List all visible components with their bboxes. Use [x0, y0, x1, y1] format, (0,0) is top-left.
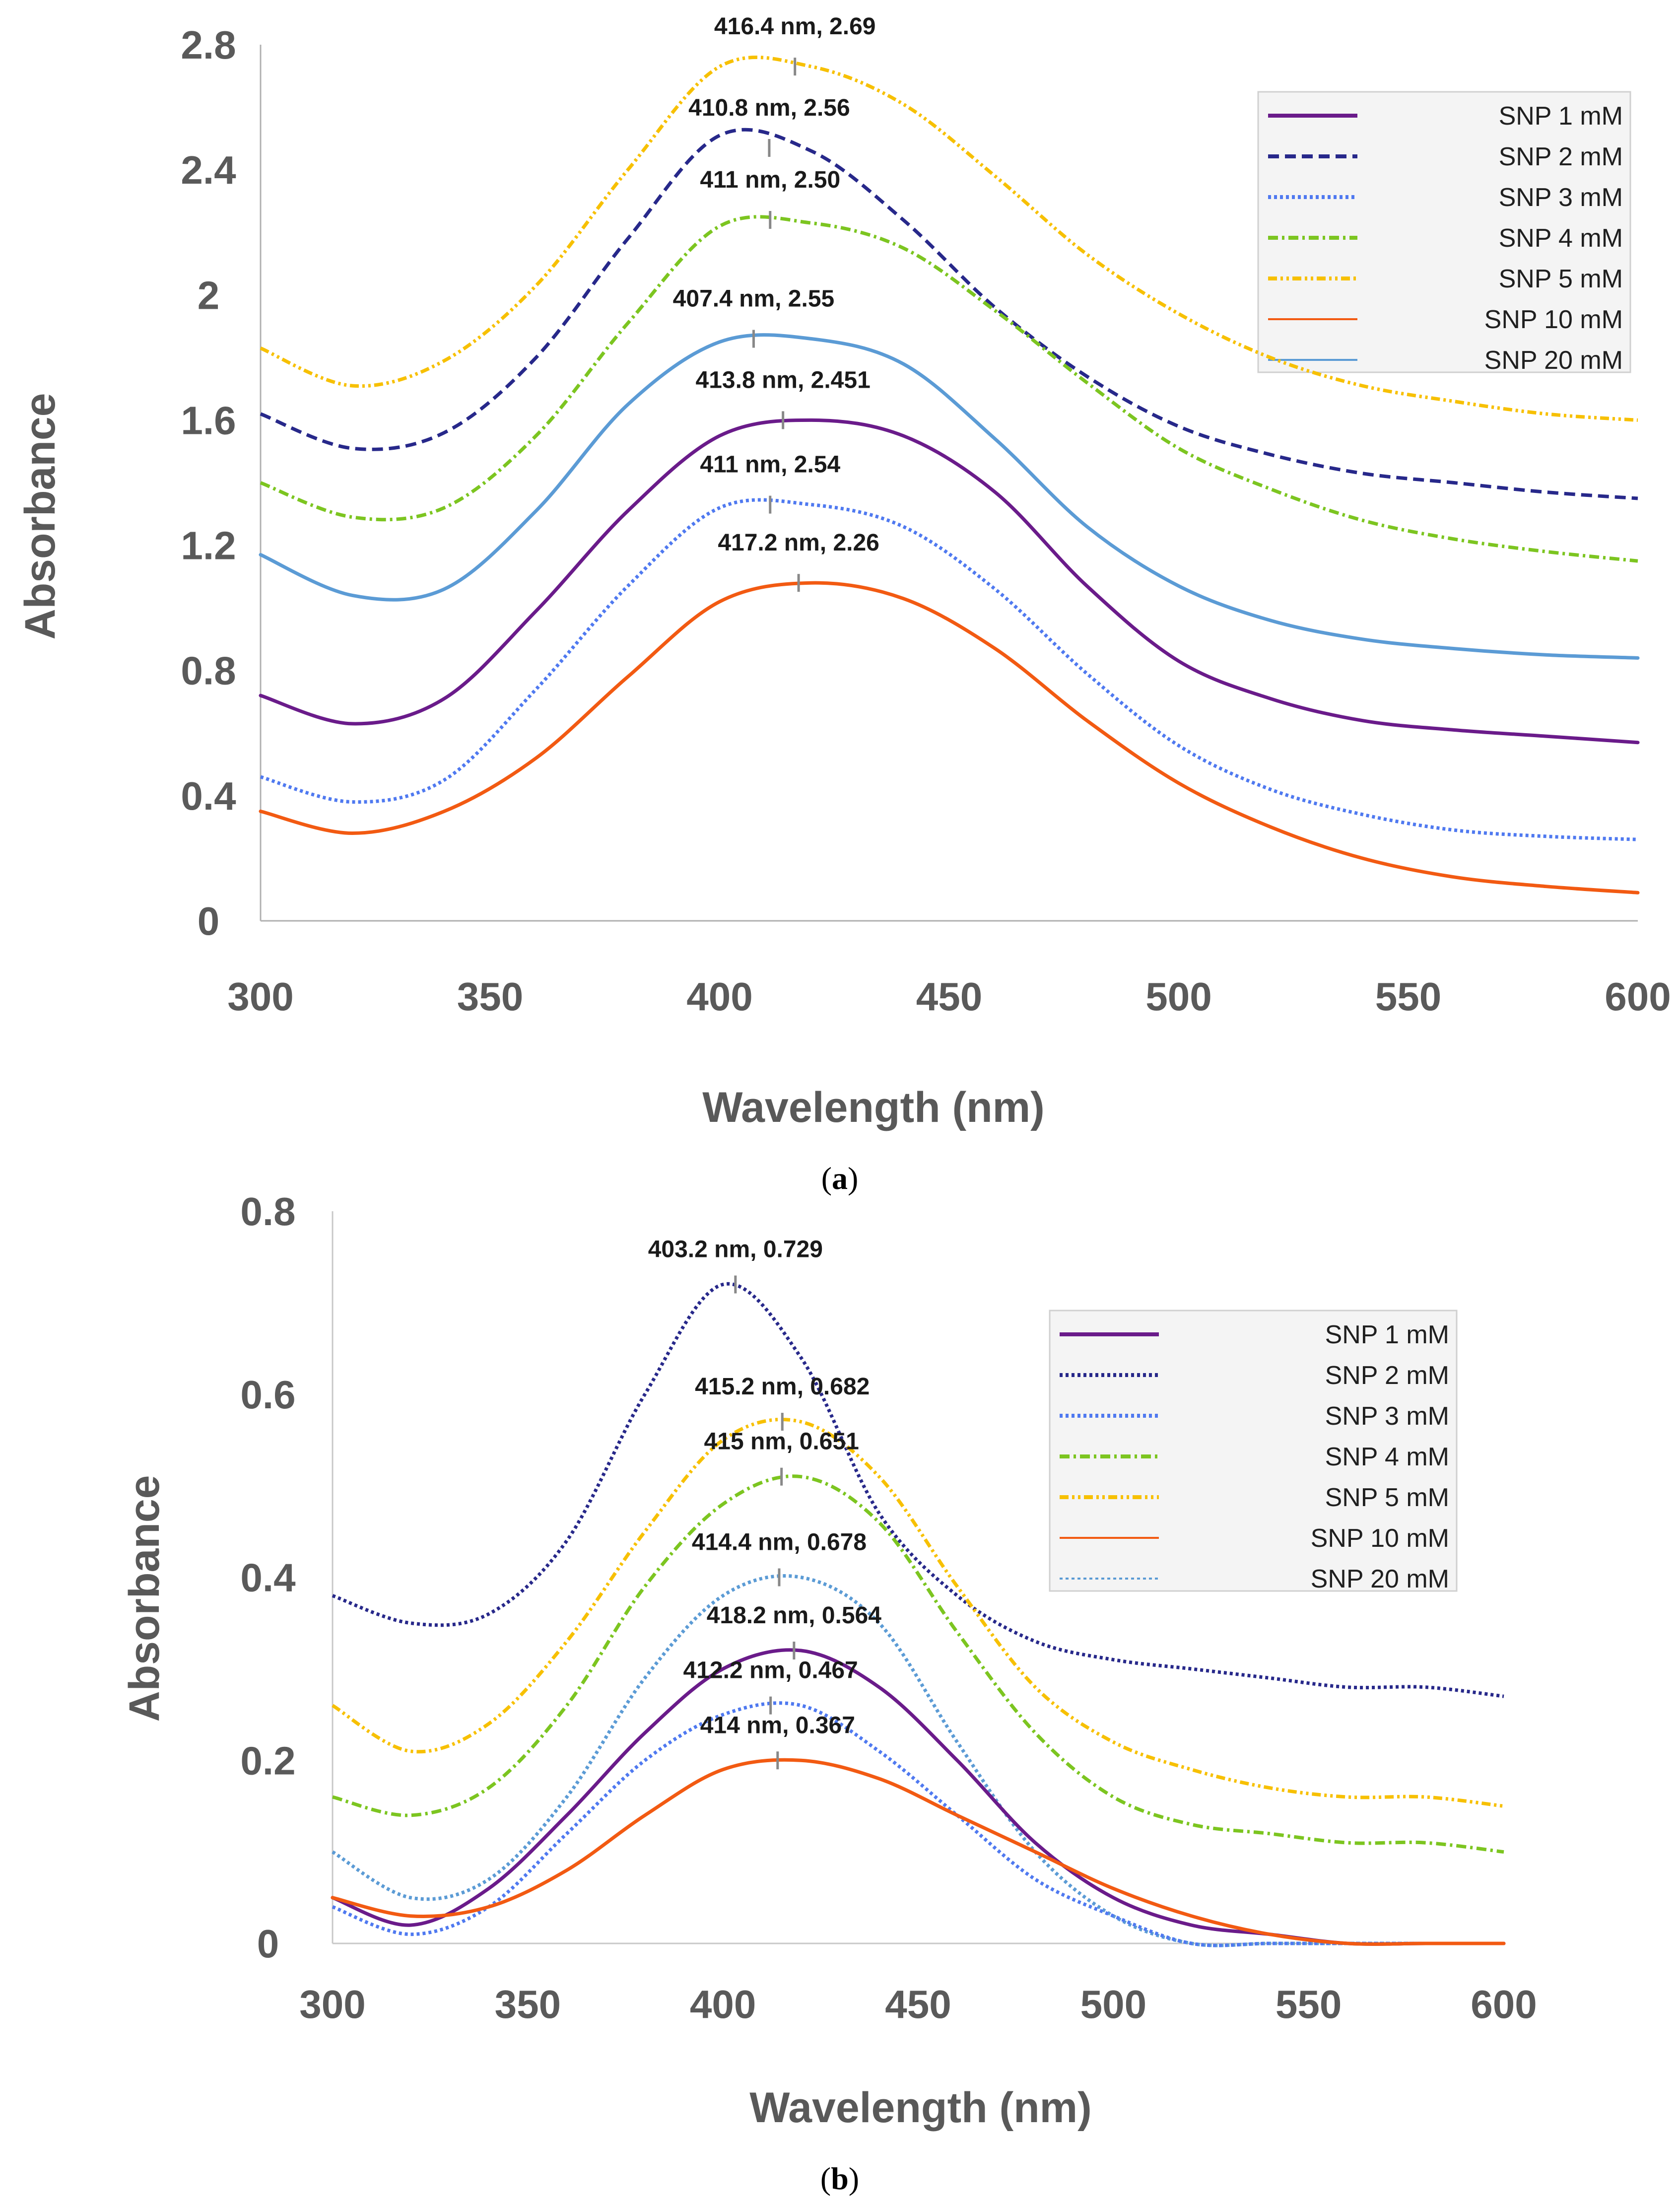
series-line-snp-5-mm — [260, 56, 1638, 422]
x-tick-label: 600 — [1605, 974, 1671, 1019]
y-tick-label: 1.6 — [181, 398, 236, 442]
chart-a-y-axis-title: Absorbance — [16, 393, 64, 639]
legend-box — [1257, 91, 1631, 373]
peak-label: 417.2 nm, 2.26 — [718, 530, 879, 556]
series-line-snp-5-mm — [332, 1418, 1504, 1808]
y-tick-label: 0 — [198, 899, 220, 943]
chart-b-peak-labels: 403.2 nm, 0.729 415.2 nm, 0.682 415 nm, 0.… — [648, 1237, 882, 1770]
x-tick-label: 300 — [227, 974, 293, 1019]
peak-label: 415.2 nm, 0.682 — [695, 1374, 870, 1400]
chart-b-x-axis-title: Wavelength (nm) — [749, 2084, 1092, 2132]
chart-b-legend: SNP 1 mM SNP 2 mM SNP 3 mM SNP 4 mM SNP 5 mM… — [1049, 1310, 1458, 1593]
chart-b-caption: (b) — [820, 2161, 859, 2196]
chart-b: Absorbance Wavelength (nm) (b) SNP 1 mMS… — [121, 1189, 1537, 2196]
series-line-snp-10-mm — [331, 1758, 1506, 1946]
x-tick-label: 550 — [1375, 974, 1441, 1019]
y-tick-label: 0.6 — [240, 1373, 295, 1417]
series-line-snp-4-mm — [332, 1474, 1504, 1854]
legend-label-snp-4-mm: SNP 4 mM — [1325, 1443, 1449, 1471]
chart-a-legend: SNP 1 mM SNP 2 mM SNP 3 mM SNP 4 mM SNP 5 mM… — [1257, 91, 1631, 375]
peak-label: 416.4 nm, 2.69 — [714, 13, 876, 40]
series-line-snp-2-mm — [332, 1282, 1504, 1698]
y-tick-label: 0.8 — [240, 1189, 295, 1234]
legend-label-snp-2-mm: SNP 2 mM — [1325, 1361, 1449, 1390]
chart-a: Absorbance Wavelength (nm) (a) SNP 1 mMS… — [16, 13, 1671, 1196]
legend-label-snp-2-mm: SNP 2 mM — [1499, 142, 1623, 171]
chart-a-axes: 300 350 400 450 500 550 600 0 0.4 0.8 1.2 1.6 2 2.4 2.… — [181, 23, 1671, 1019]
peak-label: 415 nm, 0.651 — [704, 1429, 859, 1455]
peak-label: 414 nm, 0.367 — [700, 1712, 855, 1738]
y-tick-label: 0.2 — [240, 1738, 295, 1783]
peak-label: 407.4 nm, 2.55 — [673, 286, 835, 312]
x-tick-label: 400 — [686, 974, 752, 1019]
x-tick-label: 600 — [1471, 1982, 1537, 2026]
legend-label-snp-10-mm: SNP 10 mM — [1484, 305, 1623, 334]
x-tick-label: 500 — [1145, 974, 1211, 1019]
legend-label-snp-3-mm: SNP 3 mM — [1499, 183, 1623, 212]
chart-b-axes: 300 350 400 450 500 550 600 0 0.2 0.4 0.6 0.8 — [240, 1189, 1537, 2026]
legend-label-snp-4-mm: SNP 4 mM — [1499, 224, 1623, 253]
peak-label: 418.2 nm, 0.564 — [707, 1602, 882, 1629]
series-line-snp-2-mm — [260, 128, 1638, 500]
legend-label-snp-10-mm: SNP 10 mM — [1311, 1524, 1449, 1553]
peak-label: 403.2 nm, 0.729 — [648, 1237, 823, 1263]
chart-a-peak-labels: 416.4 nm, 2.69 410.8 nm, 2.56 411 nm, 2.50… — [673, 13, 879, 592]
series-line-snp-4-mm — [260, 215, 1638, 563]
y-tick-label: 2.4 — [181, 148, 236, 192]
chart-b-y-axis-title: Absorbance — [121, 1475, 168, 1722]
series-line-snp-1-mm — [259, 418, 1640, 745]
series-line-snp-10-mm — [259, 581, 1640, 895]
y-tick-label: 0.4 — [240, 1556, 296, 1600]
y-tick-label: 1.2 — [181, 524, 236, 568]
series-line-snp-20-mm — [259, 333, 1640, 660]
peak-label: 413.8 nm, 2.451 — [696, 367, 871, 393]
y-tick-label: 0 — [257, 1922, 279, 1966]
legend-label-snp-5-mm: SNP 5 mM — [1499, 265, 1623, 293]
legend-label-snp-5-mm: SNP 5 mM — [1325, 1483, 1449, 1512]
y-tick-label: 0.4 — [181, 774, 236, 818]
x-tick-label: 450 — [916, 974, 982, 1019]
x-tick-label: 400 — [690, 1982, 756, 2026]
y-tick-label: 2.8 — [181, 23, 236, 67]
peak-label: 412.2 nm, 0.467 — [683, 1658, 858, 1684]
peak-label: 411 nm, 2.54 — [700, 452, 840, 478]
x-tick-label: 300 — [299, 1982, 365, 2026]
peak-label: 411 nm, 2.50 — [700, 167, 840, 193]
legend-label-snp-1-mm: SNP 1 mM — [1499, 102, 1623, 131]
series-line-snp-20-mm — [332, 1574, 1504, 1947]
y-tick-label: 2 — [198, 273, 220, 317]
legend-label-snp-20-mm: SNP 20 mM — [1484, 346, 1623, 375]
legend-label-snp-1-mm: SNP 1 mM — [1325, 1320, 1449, 1349]
chart-a-x-axis-title: Wavelength (nm) — [702, 1084, 1045, 1131]
legend-label-snp-3-mm: SNP 3 mM — [1325, 1402, 1449, 1431]
chart-a-series — [259, 56, 1640, 895]
y-tick-label: 0.8 — [181, 649, 236, 693]
x-tick-label: 350 — [495, 1982, 561, 2026]
x-tick-label: 550 — [1276, 1982, 1342, 2026]
peak-label: 410.8 nm, 2.56 — [688, 95, 850, 121]
chart-a-caption: (a) — [821, 1161, 859, 1196]
x-tick-label: 500 — [1080, 1982, 1146, 2026]
x-tick-label: 450 — [885, 1982, 951, 2026]
legend-label-snp-20-mm: SNP 20 mM — [1311, 1565, 1449, 1593]
peak-label: 414.4 nm, 0.678 — [692, 1529, 867, 1556]
legend-box — [1049, 1310, 1458, 1592]
x-tick-label: 350 — [457, 974, 523, 1019]
series-line-snp-3-mm — [260, 498, 1638, 841]
chart-b-series — [331, 1282, 1506, 1947]
